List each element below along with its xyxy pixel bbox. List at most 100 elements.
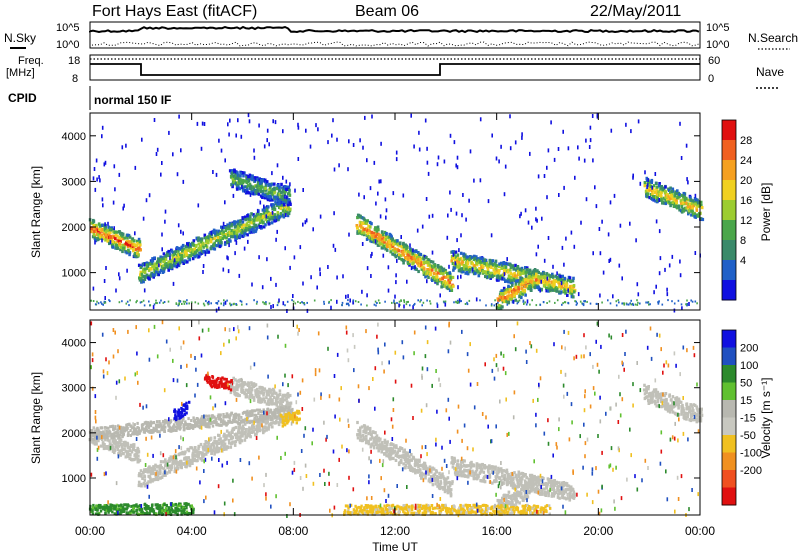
velocity-cell <box>215 442 219 446</box>
power-cell <box>273 205 276 210</box>
power-cell <box>233 223 236 227</box>
power-cell <box>142 274 146 279</box>
power-cell <box>362 231 366 235</box>
power-cell <box>578 156 580 161</box>
power-cell <box>483 258 486 262</box>
power-cell <box>235 176 238 180</box>
power-cell <box>653 195 656 199</box>
power-cell <box>507 287 511 291</box>
power-cell <box>103 279 106 283</box>
power-cell <box>572 284 576 288</box>
power-cell <box>535 282 538 286</box>
power-cell <box>206 301 209 304</box>
power-cell <box>429 266 432 270</box>
power-cell <box>425 255 428 260</box>
power-cell <box>286 200 290 204</box>
power-cell <box>238 235 242 239</box>
power-colorbar-swatch <box>722 120 736 141</box>
velocity-cell <box>249 391 253 395</box>
power-cell <box>261 192 265 196</box>
velocity-cell <box>236 393 240 398</box>
noise-panel-frame <box>89 21 701 49</box>
velocity-cell <box>505 477 509 481</box>
power-cell <box>258 123 260 128</box>
velocity-cell <box>387 452 391 456</box>
power-cell <box>169 255 171 260</box>
power-cell <box>368 235 371 239</box>
power-cell <box>392 191 395 196</box>
velocity-cell <box>252 425 256 429</box>
power-cell <box>379 214 382 219</box>
velocity-cell <box>156 477 160 482</box>
velocity-cell <box>259 397 262 401</box>
power-cell <box>143 304 146 307</box>
power-cell <box>107 231 111 235</box>
velocity-cell <box>403 448 406 452</box>
power-cell <box>391 237 394 241</box>
power-cell <box>586 300 588 303</box>
power-cell <box>479 299 481 302</box>
velocity-cell <box>116 448 120 452</box>
power-cell <box>366 219 369 223</box>
y-tick-label: 2000 <box>62 222 86 234</box>
power-cell <box>386 245 389 249</box>
power-cell <box>176 252 180 256</box>
power-cell <box>375 229 379 233</box>
power-cell <box>203 304 206 307</box>
power-cell <box>202 245 205 249</box>
power-cell <box>503 288 507 292</box>
velocity-cell <box>217 438 221 442</box>
power-cell <box>479 260 483 264</box>
velocity-cell <box>367 432 370 436</box>
power-cell <box>541 216 543 221</box>
power-cell <box>570 295 574 299</box>
power-cell <box>528 284 531 288</box>
velocity-cell <box>271 392 275 396</box>
power-cell <box>230 228 234 232</box>
power-cell <box>413 304 415 306</box>
velocity-cell <box>288 393 292 398</box>
power-cell <box>530 288 533 292</box>
power-cell <box>449 190 451 195</box>
velocity-cell <box>233 433 237 437</box>
velocity-cell <box>469 465 473 469</box>
power-cell <box>131 245 135 249</box>
power-cell <box>671 254 674 259</box>
power-cell <box>510 283 514 287</box>
power-cell <box>221 228 224 232</box>
velocity-cell <box>176 464 179 468</box>
power-cell <box>679 199 683 203</box>
velocity-cell <box>114 439 117 443</box>
velocity-cell <box>495 474 499 478</box>
power-cell <box>485 304 487 307</box>
power-cell <box>106 239 110 243</box>
velocity-cell <box>262 391 265 395</box>
power-cell <box>172 281 175 286</box>
velocity-cell <box>223 438 227 442</box>
power-cell <box>451 261 455 266</box>
power-cell <box>139 273 142 277</box>
power-cell <box>426 279 428 284</box>
velocity-cell <box>272 415 275 419</box>
velocity-cell <box>451 480 454 484</box>
velocity-cell <box>449 494 453 498</box>
velocity-cell <box>258 426 261 430</box>
power-cell <box>288 193 292 197</box>
power-cell <box>457 260 461 264</box>
power-cell <box>559 279 563 283</box>
power-cell <box>104 225 108 229</box>
velocity-cell <box>255 424 259 428</box>
power-cell <box>549 285 553 289</box>
power-cell <box>171 263 175 267</box>
velocity-cell <box>235 379 239 383</box>
velocity-cell <box>459 463 463 467</box>
power-cell <box>259 225 263 229</box>
power-cell <box>595 302 598 305</box>
velocity-cell <box>135 453 139 457</box>
power-cell <box>679 273 682 278</box>
power-cell <box>236 235 239 239</box>
power-cell <box>467 267 470 271</box>
velocity-cell <box>149 469 153 473</box>
power-cell <box>535 272 538 276</box>
power-cell <box>250 230 254 234</box>
